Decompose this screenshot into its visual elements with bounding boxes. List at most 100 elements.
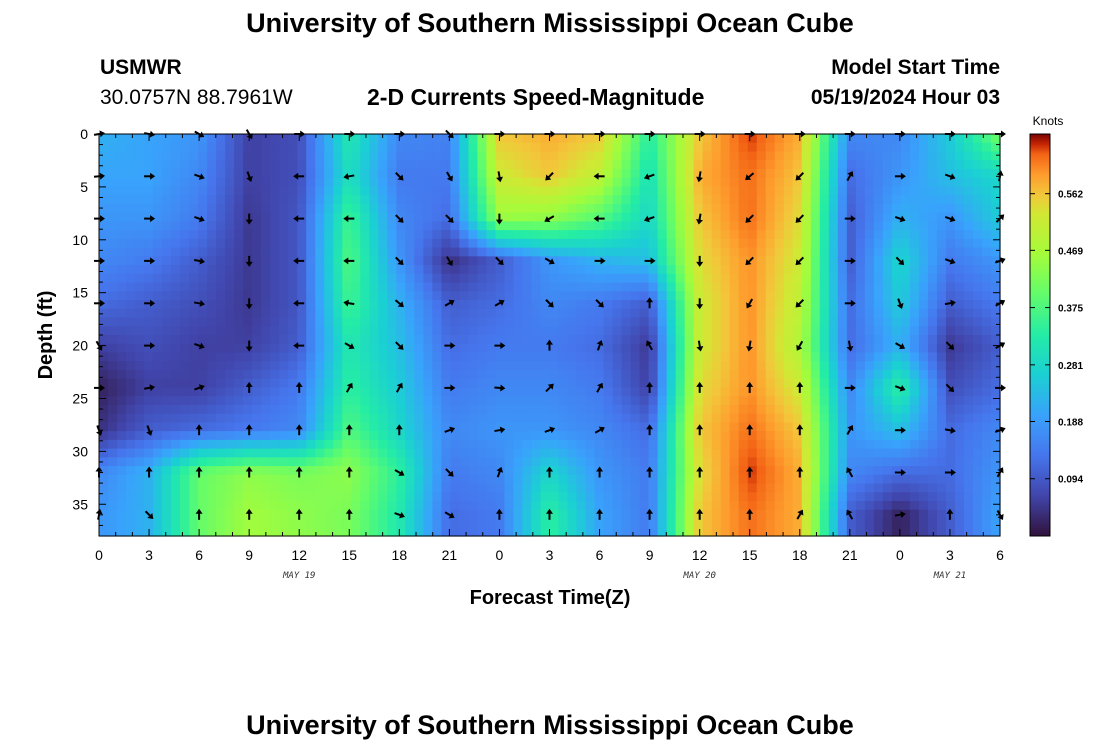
heatmap-cell [729, 527, 740, 537]
heatmap-cell [324, 238, 334, 249]
heatmap-cell [261, 387, 271, 397]
heatmap-cell [711, 168, 722, 179]
heatmap-cell [324, 265, 334, 275]
heatmap-cell [783, 483, 794, 493]
heatmap-cell [423, 186, 433, 196]
heatmap-cell [810, 413, 821, 423]
heatmap-cell [441, 186, 451, 196]
heatmap-cell [765, 186, 776, 196]
heatmap-cell [369, 404, 379, 415]
heatmap-cell [171, 343, 181, 354]
heatmap-cell [450, 335, 460, 345]
heatmap-cell [819, 195, 830, 205]
heatmap-cell [927, 291, 938, 301]
heatmap-cell [900, 317, 911, 327]
heatmap-cell [144, 483, 154, 493]
heatmap-cell [891, 369, 902, 380]
heatmap-cell [225, 474, 235, 485]
heatmap-cell [792, 291, 803, 301]
heatmap-cell [342, 501, 352, 511]
heatmap-cell [225, 134, 235, 144]
heatmap-cell [504, 413, 515, 423]
heatmap-cell [297, 317, 307, 327]
heatmap-cell [261, 361, 271, 371]
heatmap-cell [738, 177, 749, 188]
heatmap-cell [549, 300, 560, 310]
heatmap-cell [792, 160, 803, 170]
heatmap-cell [621, 265, 632, 275]
heatmap-cell [180, 247, 190, 257]
heatmap-cell [216, 300, 226, 310]
heatmap-cell [918, 291, 929, 301]
heatmap-cell [666, 501, 677, 511]
heatmap-cell [801, 439, 812, 450]
current-arrow [644, 257, 656, 265]
heatmap-cell [270, 335, 280, 345]
heatmap-cell [540, 265, 551, 275]
heatmap-cell [666, 439, 677, 450]
heatmap-cell [612, 431, 623, 441]
heatmap-cell [558, 474, 569, 485]
heatmap-cell [576, 448, 587, 458]
heatmap-cell [486, 466, 497, 476]
heatmap-cell [171, 212, 181, 222]
heatmap-cell [684, 221, 695, 231]
heatmap-cell [837, 378, 848, 389]
heatmap-cell [612, 527, 623, 537]
heatmap-cell [504, 317, 515, 327]
heatmap-cell [990, 326, 1001, 336]
heatmap-cell [126, 230, 136, 240]
heatmap-cell [864, 501, 875, 511]
heatmap-cell [711, 273, 722, 284]
heatmap-cell [684, 186, 695, 196]
heatmap-cell [126, 291, 136, 301]
heatmap-cell [657, 378, 668, 389]
heatmap-cell [216, 273, 226, 284]
heatmap-cell [369, 203, 379, 214]
heatmap-cell [189, 256, 199, 266]
heatmap-cell [414, 483, 424, 493]
heatmap-cell [603, 387, 614, 397]
heatmap-cell [441, 396, 451, 406]
heatmap-cell [234, 256, 244, 266]
heatmap-cell [180, 265, 190, 275]
heatmap-cell [225, 221, 235, 231]
heatmap-cell [756, 501, 767, 511]
heatmap-cell [684, 160, 695, 170]
heatmap-cell [720, 273, 731, 284]
heatmap-cell [369, 448, 379, 458]
heatmap-cell [909, 186, 920, 196]
heatmap-cell [315, 186, 325, 196]
heatmap-cell [252, 291, 262, 301]
heatmap-cell [252, 265, 262, 275]
heatmap-cell [108, 134, 118, 144]
heatmap-cell [288, 142, 298, 153]
heatmap-cell [468, 168, 479, 179]
heatmap-cell [783, 247, 794, 257]
heatmap-cell [441, 404, 451, 415]
heatmap-cell [684, 273, 695, 284]
heatmap-cell [576, 317, 587, 327]
heatmap-cell [810, 361, 821, 371]
heatmap-cell [360, 404, 370, 415]
heatmap-cell [495, 160, 506, 170]
heatmap-cell [990, 518, 1001, 528]
heatmap-cell [117, 300, 127, 310]
heatmap-cell [324, 343, 334, 354]
heatmap-cell [153, 483, 163, 493]
heatmap-cell [792, 230, 803, 240]
heatmap-cell [279, 501, 289, 511]
heatmap-cell [540, 291, 551, 301]
heatmap-cell [396, 335, 406, 345]
heatmap-cell [675, 361, 686, 371]
heatmap-cell [927, 282, 938, 292]
heatmap-cell [216, 335, 226, 345]
heatmap-cell [459, 186, 470, 196]
heatmap-cell [189, 369, 199, 380]
heatmap-cell [936, 378, 947, 389]
heatmap-cell [333, 387, 343, 397]
heatmap-cell [666, 518, 677, 528]
heatmap-cell [549, 361, 560, 371]
heatmap-cell [756, 186, 767, 196]
heatmap-cell [333, 492, 343, 502]
